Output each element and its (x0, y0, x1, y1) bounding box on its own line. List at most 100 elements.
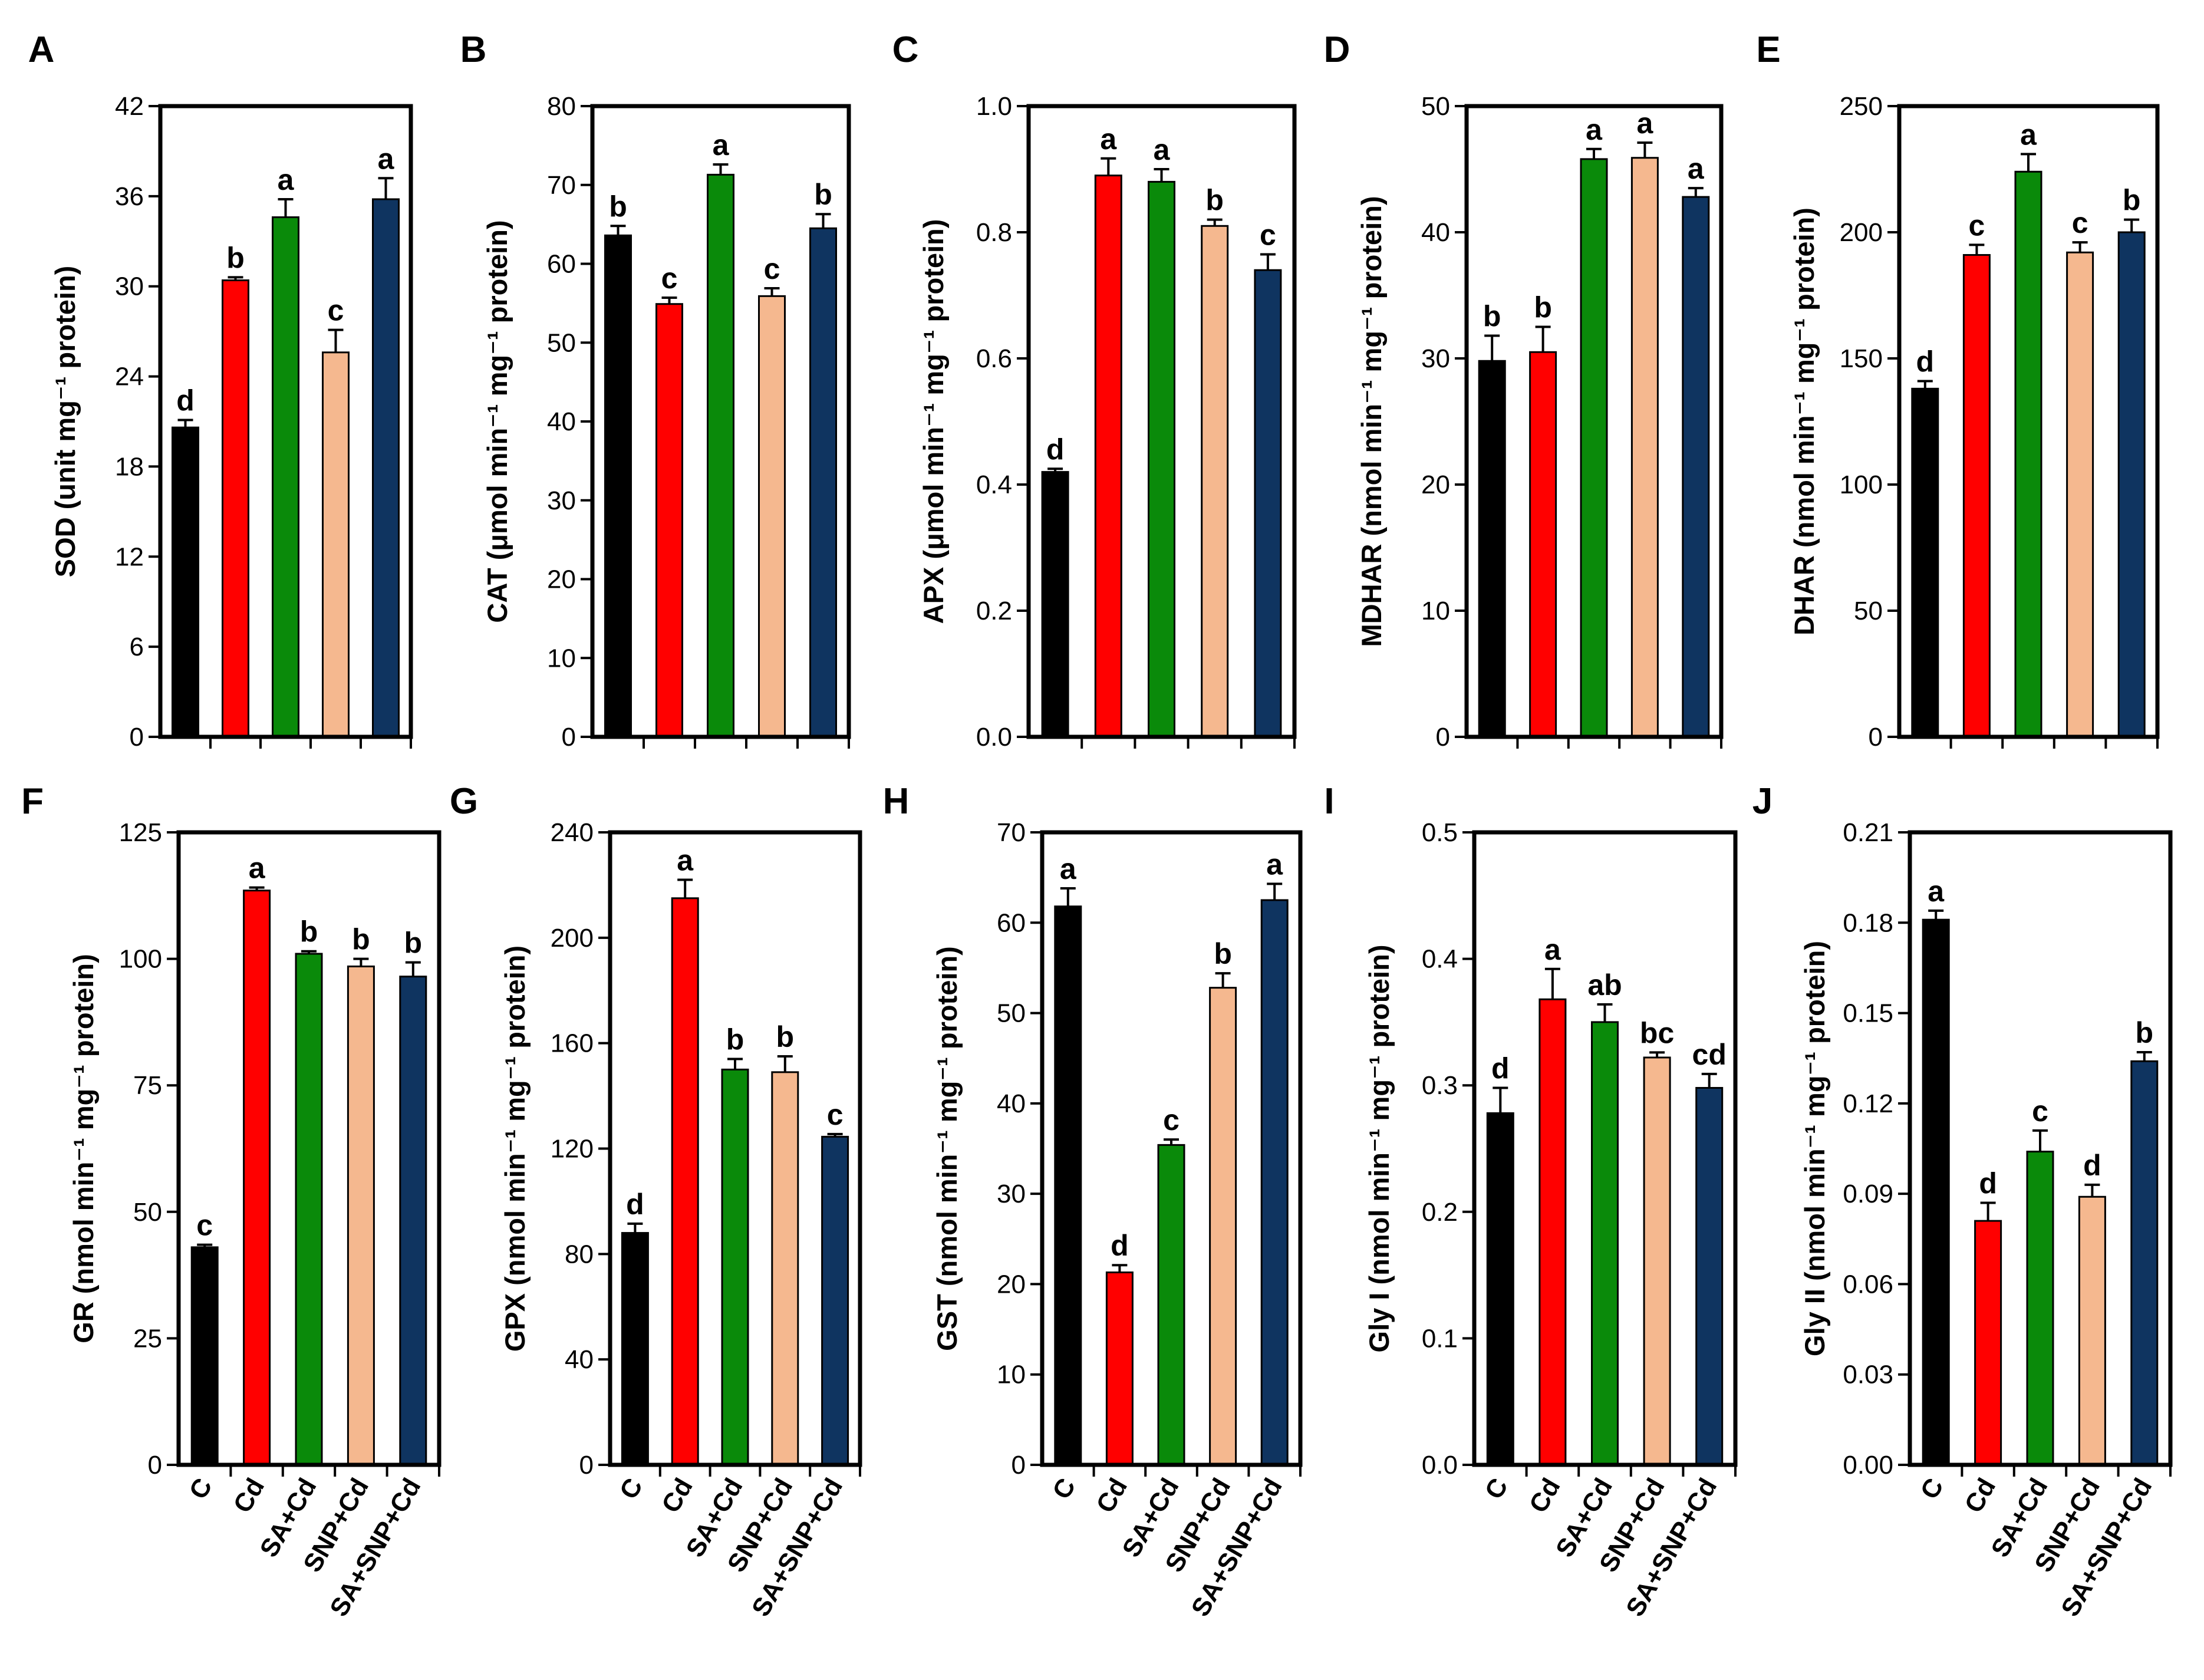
y-tick-label: 240 (551, 818, 594, 847)
error-bar (405, 961, 421, 977)
y-tick-label: 50 (997, 999, 1026, 1028)
bar-c (1478, 360, 1506, 738)
y-axis-title: Gly II (nmol min⁻¹ mg⁻¹ protein) (1799, 941, 1830, 1356)
y-tick-label: 0 (579, 1451, 594, 1480)
significance-letter: a (378, 142, 395, 175)
error-bar (1688, 187, 1704, 197)
significance-letter: c (2032, 1095, 2048, 1128)
y-tick-label: 0.21 (1843, 818, 1893, 847)
significance-letter: ab (1587, 969, 1622, 1002)
error-bar (1649, 1051, 1665, 1058)
error-bar (815, 213, 831, 229)
bar-snp-cd (2066, 251, 2094, 738)
bar-c (1922, 918, 1950, 1466)
bar-sa-snp-cd (821, 1135, 849, 1466)
significance-letter: b (1534, 291, 1552, 324)
y-tick-label: 0.18 (1843, 908, 1893, 937)
error-bar (1969, 243, 1985, 255)
bar-snp-cd (1643, 1056, 1671, 1466)
bar-sa-snp-cd (372, 198, 400, 738)
bar-sa-snp-cd (399, 976, 427, 1466)
bar-sa-cd (2014, 170, 2042, 738)
y-tick-label: 0.2 (976, 597, 1012, 625)
significance-letter: b (1205, 184, 1224, 217)
bar-snp-cd (322, 351, 350, 738)
plot-frame (1026, 104, 1297, 739)
y-tick-label: 50 (133, 1198, 162, 1227)
y-tick-label: 0.1 (1422, 1324, 1458, 1353)
bar-sa-snp-cd (2117, 231, 2146, 738)
error-bar (2072, 241, 2088, 253)
significance-letter: c (1163, 1103, 1180, 1137)
y-tick-label: 40 (997, 1089, 1026, 1118)
significance-letter: a (677, 844, 694, 877)
bar-c (1054, 905, 1082, 1466)
bar-sa-cd (1591, 1021, 1619, 1466)
bar-cd (671, 897, 699, 1466)
panel-label: J (1752, 781, 1773, 822)
significance-letter: d (626, 1188, 644, 1221)
bar-sa-cd (721, 1068, 749, 1466)
bar-sa-cd (1580, 158, 1608, 738)
significance-letter: c (1260, 218, 1276, 251)
y-tick-label: 10 (997, 1361, 1026, 1389)
bar-sa-cd (2026, 1151, 2054, 1466)
y-axis-title: GR (nmol min⁻¹ mg⁻¹ protein) (68, 954, 99, 1343)
error-bar (278, 197, 294, 218)
significance-letter: d (1046, 433, 1065, 466)
bar-sa-cd (272, 216, 299, 738)
error-bar (197, 1243, 213, 1247)
plot-frame (1472, 830, 1738, 1467)
y-axis-title: DHAR (nmol min⁻¹ mg⁻¹ protein) (1788, 207, 1820, 635)
y-tick-label: 100 (1840, 470, 1883, 499)
x-category-label: Cd (656, 1474, 699, 1518)
bar-cd (222, 279, 249, 738)
significance-letter: b (609, 190, 627, 223)
significance-letter: b (226, 241, 245, 274)
significance-letter: a (1586, 113, 1603, 146)
plot-frame (1040, 830, 1303, 1467)
bar-cd (1105, 1271, 1134, 1466)
significance-letter: a (1928, 875, 1945, 908)
error-bar (1928, 909, 1944, 920)
y-tick-label: 0.0 (1422, 1451, 1458, 1480)
error-bar (727, 1058, 743, 1070)
y-tick-label: 200 (551, 924, 594, 953)
panel-label: D (1324, 29, 1350, 70)
significance-letter: c (827, 1098, 844, 1131)
error-bar (1484, 334, 1500, 361)
error-bar (1112, 1264, 1128, 1273)
y-tick-label: 150 (1840, 344, 1883, 373)
bar-sa-snp-cd (2130, 1060, 2159, 1466)
y-tick-label: 0.3 (1422, 1071, 1458, 1100)
y-tick-label: 200 (1840, 218, 1883, 247)
y-axis-title: GPX (nmol min⁻¹ mg⁻¹ protein) (499, 946, 531, 1352)
y-tick-label: 20 (547, 565, 576, 594)
error-bar (627, 1222, 643, 1233)
significance-letter: d (1111, 1229, 1129, 1262)
error-bar (1060, 887, 1076, 907)
y-axis-title: MDHAR (nmol min⁻¹ mg⁻¹ protein) (1356, 196, 1387, 647)
error-bar (610, 225, 626, 236)
bar-sa-cd (1148, 180, 1175, 738)
significance-letter: c (1968, 209, 1985, 242)
y-tick-label: 60 (997, 908, 1026, 937)
y-tick-label: 0 (1869, 723, 1883, 752)
y-tick-label: 70 (547, 171, 576, 200)
panel-e: Ed c a c b 0 50 100 150 200 250 DHAR (nmol min⁻¹ mg… (1756, 29, 2160, 752)
panel-c: Cd a a b c 0.0 0.2 0.4 0.6 0.8 1.0 APX (μmol min⁻¹ … (892, 29, 1297, 752)
y-tick-label: 0 (1012, 1451, 1026, 1480)
y-tick-label: 30 (115, 272, 144, 301)
panel-a: Ad b a c a 0 6 12 18 24 30 36 42 SOD (unit mg⁻¹ prote… (28, 29, 413, 752)
bar-cd (1529, 351, 1557, 738)
y-tick-label: 0.4 (976, 470, 1012, 499)
y-axis-title: GST (nmol min⁻¹ mg⁻¹ protein) (931, 946, 963, 1351)
y-tick-label: 70 (997, 818, 1026, 847)
bar-sa-cd (1157, 1144, 1185, 1466)
error-bar (228, 276, 243, 281)
error-bar (1260, 253, 1276, 271)
x-category-label: Cd (1959, 1474, 2001, 1518)
panel-label: H (883, 781, 910, 822)
